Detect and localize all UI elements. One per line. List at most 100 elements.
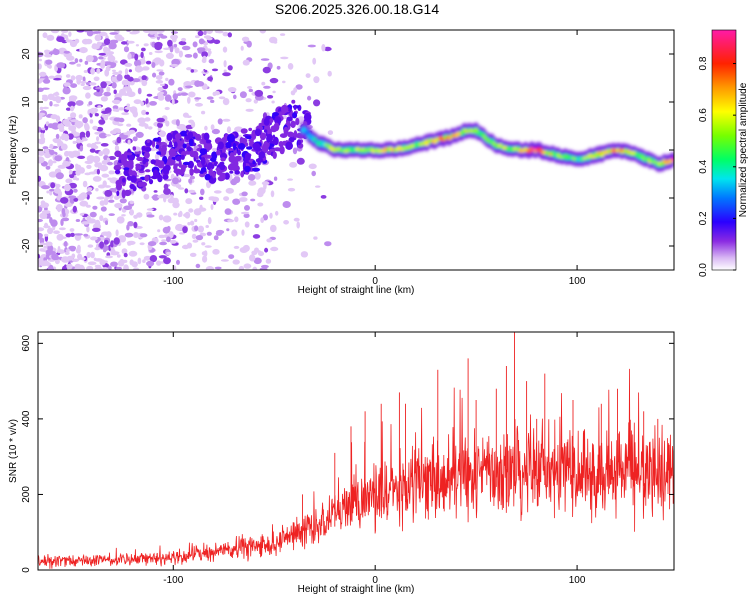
spectrogram-noise-blob (67, 101, 76, 107)
spectrogram-noise-blob (200, 188, 205, 196)
spectrogram-cluster-blob (252, 160, 256, 165)
spectrogram-noise-blob (139, 242, 145, 246)
spectrogram-noise-blob (205, 30, 213, 34)
spectrogram-cluster-blob (137, 165, 142, 170)
spectrogram-noise-blob (70, 83, 78, 88)
spectrogram-image (38, 30, 674, 270)
spectrogram-noise-blob (147, 126, 153, 130)
spectrogram-noise-blob (246, 40, 252, 48)
spectrogram-noise-blob (262, 66, 271, 74)
spectrogram-cluster-blob (187, 131, 194, 139)
spectrogram-noise-blob (107, 177, 112, 181)
spectrogram-noise-blob (94, 266, 103, 270)
spectrogram-noise-blob (266, 238, 273, 243)
spectrogram-noise-blob (175, 119, 180, 127)
spectrogram-noise-blob (181, 45, 191, 51)
spectrogram-noise-blob (38, 175, 42, 182)
spectrogram-noise-blob (82, 76, 86, 83)
spectrogram-noise-blob (86, 30, 94, 37)
spectrogram-noise-blob (38, 206, 43, 213)
spectrogram-noise-blob (58, 227, 66, 231)
spectrogram-cluster-blob (141, 145, 146, 151)
spectrogram-noise-blob (38, 63, 42, 70)
spectrogram-cluster-blob (180, 130, 188, 137)
spectrogram-noise-blob (75, 247, 81, 254)
spectrogram-noise-blob (75, 177, 80, 181)
spectrogram-noise-blob (50, 30, 60, 34)
spectrogram-noise-blob (106, 86, 111, 93)
spectrogram-cluster-blob (252, 142, 261, 151)
spectrogram-noise-blob (44, 49, 50, 55)
spectrogram-noise-blob (89, 82, 97, 86)
spectrogram-cluster-blob (132, 146, 137, 151)
spectrogram-cluster-blob (272, 151, 277, 159)
spectrogram-noise-blob (55, 172, 64, 180)
spectrogram-noise-blob (239, 91, 247, 99)
snr-xlabel: Height of straight line (km) (298, 584, 415, 595)
spectrogram-noise-blob (95, 188, 99, 192)
spectrogram-noise-blob (85, 130, 91, 138)
snr-frame (37, 331, 675, 571)
spectrogram-cluster-blob (206, 164, 211, 170)
spectrogram-cluster-blob (162, 165, 170, 175)
spectrogram-noise-blob (247, 174, 256, 181)
spectrogram-noise-blob (141, 79, 148, 87)
spectrogram-cluster-blob (273, 122, 280, 132)
spectrogram-noise-blob (108, 62, 116, 66)
spectrogram-cluster-blob (261, 144, 269, 154)
spectrogram-noise-blob (49, 251, 56, 254)
spectrogram-noise-blob (185, 85, 193, 89)
spectrogram-noise-blob (157, 86, 164, 92)
spectrogram-noise-blob (201, 242, 206, 246)
spectrogram-cluster-blob (158, 147, 163, 152)
spectrogram-noise-blob (195, 102, 203, 107)
spectrogram-noise-blob (188, 178, 193, 184)
spectrogram-noise-blob (114, 202, 123, 209)
spectrogram-cluster-blob (175, 155, 182, 162)
spectrogram-noise-blob (132, 78, 141, 83)
spectrogram-y-tick-label: 10 (21, 96, 32, 108)
spectrogram-noise-blob (247, 86, 253, 89)
spectrogram-noise-blob (223, 60, 227, 68)
snr-y-tick-label: 400 (21, 410, 32, 427)
spectrogram-noise-blob (156, 69, 164, 72)
spectrogram-cluster-blob (291, 99, 296, 104)
spectrogram-noise-blob (44, 148, 50, 153)
spectrogram-cluster-blob (273, 147, 282, 152)
spectrogram-noise-blob (97, 105, 102, 108)
spectrogram-noise-blob (137, 87, 142, 95)
spectrogram-noise-blob (163, 188, 171, 195)
spectrogram-noise-blob (49, 125, 58, 129)
spectrogram-noise-blob (226, 228, 230, 232)
colorbar: 0.0 0.2 0.4 0.6 0.8 Normalized spectral ampl… (698, 29, 749, 277)
colorbar-tick-label: 0.6 (698, 108, 709, 122)
spectrogram-cluster-blob (246, 146, 253, 150)
spectrogram-noise-blob (155, 75, 163, 80)
spectrogram-noise-blob (165, 77, 169, 82)
spectrogram-noise-blob (194, 97, 202, 100)
spectrogram-noise-blob (60, 143, 68, 151)
spectrogram-noise-blob (280, 33, 286, 36)
spectrogram-noise-blob (59, 197, 69, 204)
spectrogram-noise-blob (231, 229, 238, 237)
spectrogram-noise-blob (126, 123, 132, 127)
spectrogram-noise-blob (127, 139, 131, 145)
spectrogram-x-tick-label: 100 (569, 276, 586, 287)
spectrogram-noise-blob (152, 72, 157, 78)
spectrogram-noise-blob (205, 266, 214, 270)
spectrogram-cluster-blob (189, 168, 194, 176)
spectrogram-cluster-blob (240, 170, 245, 178)
spectrogram-noise-blob (223, 69, 227, 73)
spectrogram-noise-blob (295, 84, 303, 90)
spectrogram-noise-blob (86, 251, 91, 259)
spectrogram-noise-blob (121, 112, 130, 116)
spectrogram-noise-blob (55, 91, 59, 96)
spectrogram-noise-blob (233, 245, 240, 249)
spectrogram-noise-blob (275, 210, 279, 216)
spectrogram-noise-blob (170, 194, 174, 201)
spectrogram-noise-blob (178, 210, 183, 217)
spectrogram-noise-blob (63, 241, 68, 247)
spectrogram-noise-blob (90, 67, 95, 75)
spectrogram-noise-blob (39, 242, 47, 246)
spectrogram-noise-blob (87, 143, 92, 147)
